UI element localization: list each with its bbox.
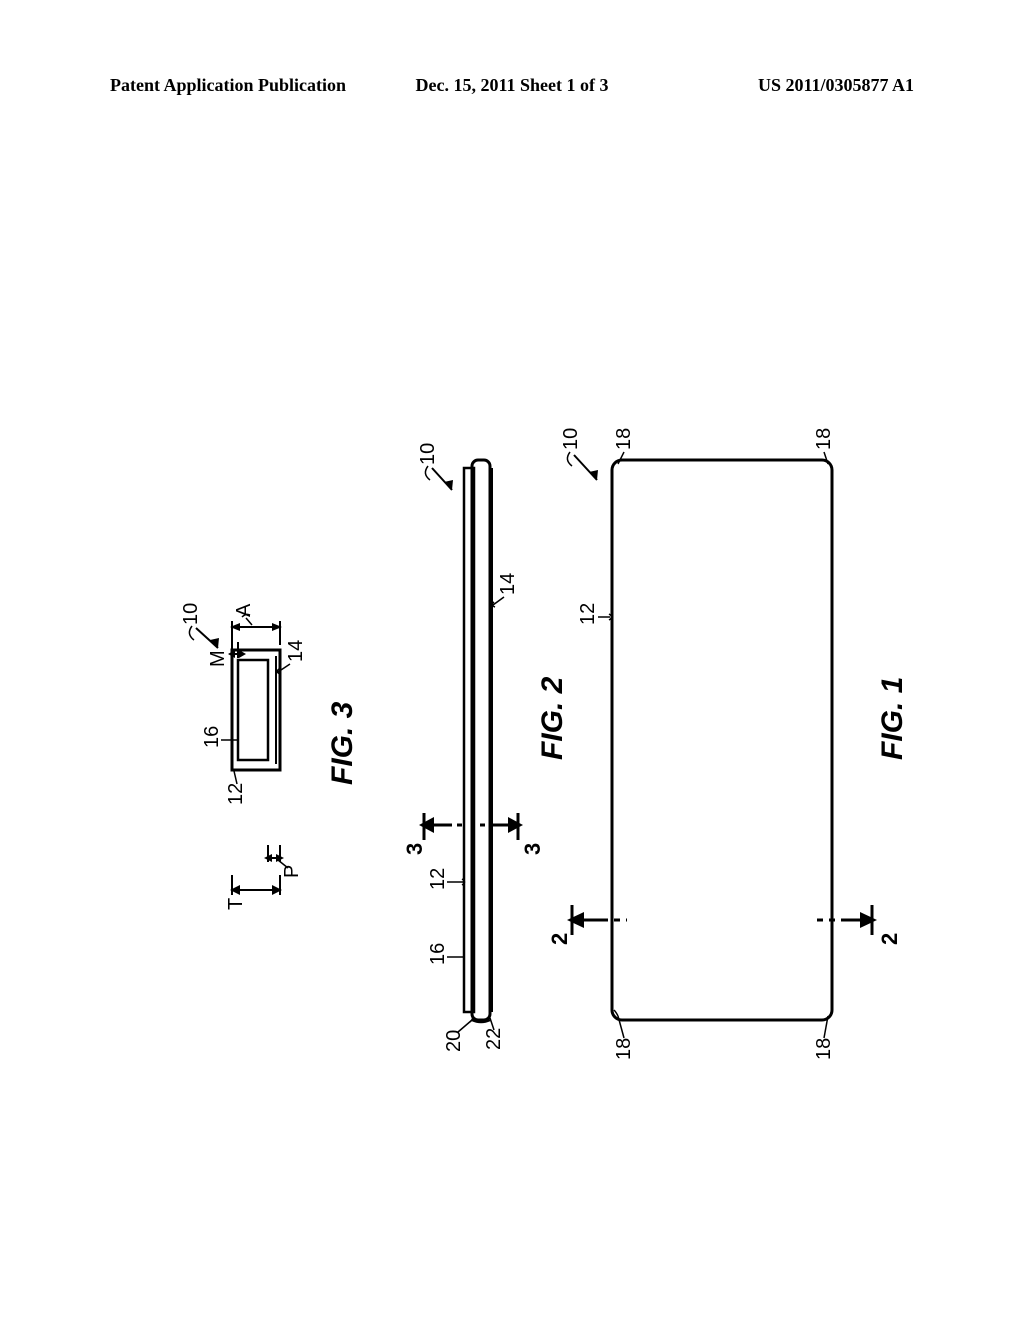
svg-text:18: 18 [813, 1038, 835, 1060]
svg-text:14: 14 [497, 573, 519, 595]
svg-text:3: 3 [520, 843, 545, 855]
fig1-group: 2 2 18 18 18 18 12 [547, 428, 909, 1060]
svg-text:14: 14 [285, 640, 307, 662]
svg-text:18: 18 [813, 428, 835, 450]
svg-text:12: 12 [225, 783, 247, 805]
svg-text:10: 10 [560, 428, 582, 450]
svg-text:FIG. 3: FIG. 3 [326, 701, 359, 785]
svg-text:M: M [207, 650, 229, 667]
svg-text:12: 12 [577, 603, 599, 625]
svg-text:FIG. 2: FIG. 2 [536, 676, 569, 760]
svg-text:16: 16 [427, 943, 449, 965]
svg-text:3: 3 [402, 843, 427, 855]
svg-text:2: 2 [877, 933, 902, 945]
svg-text:16: 16 [201, 726, 223, 748]
fig2-group: 22 20 16 12 14 10 [402, 443, 569, 1052]
svg-text:18: 18 [613, 1038, 635, 1060]
svg-text:10: 10 [180, 603, 202, 625]
svg-text:12: 12 [427, 868, 449, 890]
svg-text:20: 20 [443, 1030, 465, 1052]
svg-text:22: 22 [483, 1028, 505, 1050]
patent-drawing: 2 2 18 18 18 18 12 [0, 0, 1024, 1320]
svg-text:2: 2 [547, 933, 572, 945]
svg-text:T: T [225, 898, 247, 910]
svg-text:FIG. 1: FIG. 1 [876, 677, 909, 760]
fig3-group: 12 16 14 10 T [180, 603, 359, 910]
svg-text:10: 10 [417, 443, 439, 465]
svg-text:18: 18 [613, 428, 635, 450]
svg-text:P: P [281, 865, 303, 878]
